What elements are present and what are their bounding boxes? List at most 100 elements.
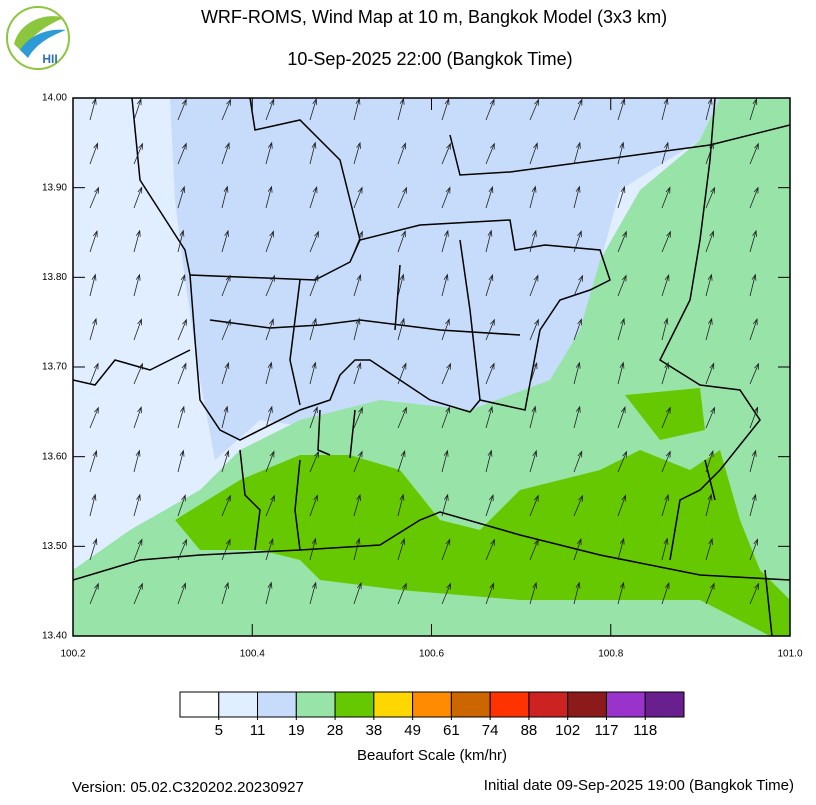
wind-arrow <box>617 185 626 209</box>
colorbar-swatch <box>334 691 375 718</box>
wind-arrow <box>89 449 98 473</box>
wind-arrow <box>177 318 187 341</box>
wind-arrow <box>441 186 451 209</box>
wind-arrow <box>89 406 99 429</box>
version: Version: 05.02.C320202.20230927 <box>72 779 304 796</box>
wind-arrow <box>529 185 537 209</box>
wind-arrow <box>617 361 625 385</box>
colorbar-swatch <box>567 691 607 718</box>
wind-arrow <box>397 273 405 297</box>
wind-arrow <box>485 142 495 165</box>
wind-arrow <box>573 274 584 297</box>
wind-arrow <box>441 229 449 253</box>
wind-arrow <box>221 538 231 561</box>
wind-arrow <box>617 537 625 561</box>
wind-arrow <box>265 581 273 605</box>
wind-arrow <box>89 230 98 253</box>
y-tick-label: 14.00 <box>42 93 67 104</box>
axes: 100.2 100.4 100.6 100.8 101.0 14.00 13.90 13.80… <box>42 93 803 660</box>
wind-arrow <box>265 98 275 121</box>
wind-arrow <box>221 581 229 605</box>
wind-arrow <box>749 538 758 561</box>
wind-arrow <box>441 273 449 297</box>
wind-arrow <box>485 494 494 517</box>
wind-arrow <box>485 185 494 209</box>
wind-arrow <box>617 98 626 121</box>
wind-arrow <box>573 450 583 473</box>
colorbar-swatch <box>179 691 220 718</box>
wind-arrow <box>309 141 317 165</box>
colorbar-swatch <box>489 691 530 718</box>
wind-arrow <box>573 581 581 605</box>
wind-arrow <box>485 318 495 341</box>
wind-arrow <box>617 406 626 429</box>
wind-arrow <box>353 406 363 429</box>
wind-arrow <box>133 362 144 385</box>
wind-arrow <box>309 317 317 341</box>
wind-arrow <box>397 230 406 253</box>
wind-arrow <box>309 494 318 517</box>
wind-arrow <box>353 450 363 473</box>
wind-arrow <box>485 273 494 297</box>
wind-arrow <box>177 185 186 209</box>
wind-arrow <box>485 405 493 429</box>
wind-arrow <box>397 317 405 341</box>
wind-arrow <box>397 493 405 517</box>
wind-arrow <box>265 274 276 297</box>
colorbar-label: 118 <box>633 722 657 739</box>
wind-arrow <box>441 318 450 341</box>
wind-arrow <box>573 361 581 385</box>
y-tick-label: 13.60 <box>42 451 67 462</box>
colorbar-label: 102 <box>555 722 580 739</box>
wind-arrow <box>617 317 625 341</box>
colorbar-label: 28 <box>327 722 344 739</box>
wind-arrow <box>661 230 671 253</box>
wind-arrow <box>749 186 759 209</box>
wind-arrow <box>89 273 97 297</box>
x-tick-label: 100.6 <box>419 649 444 660</box>
wind-arrow <box>353 361 362 385</box>
wind-arrow <box>353 493 361 517</box>
wind-arrow <box>617 450 628 473</box>
wind-arrow <box>397 449 406 473</box>
wind-arrow <box>485 538 496 561</box>
wind-arrow <box>309 450 320 473</box>
wind-arrow <box>133 318 142 341</box>
wind-arrow <box>705 493 713 517</box>
wind-arrow <box>353 186 363 209</box>
wind-arrow <box>177 229 185 253</box>
wind-arrow <box>529 405 537 429</box>
wind-arrow <box>529 142 538 165</box>
wind-arrow <box>221 142 230 165</box>
wind-arrow <box>749 318 758 341</box>
wind-arrow <box>133 229 141 253</box>
wind-arrow <box>441 449 449 473</box>
colorbar-label: 19 <box>288 722 305 739</box>
wind-arrow <box>529 361 538 385</box>
wind-arrow <box>441 538 451 561</box>
wind-arrow <box>133 449 141 473</box>
wind-arrow <box>749 229 757 253</box>
wind-arrow <box>221 318 231 341</box>
wind-arrow <box>133 493 141 517</box>
y-tick-label: 13.90 <box>42 182 67 193</box>
wind-arrow <box>705 362 715 385</box>
wind-arrow <box>573 185 581 209</box>
wind-arrow <box>617 230 627 253</box>
wind-arrow <box>749 582 760 605</box>
y-tick-label: 13.80 <box>42 272 67 283</box>
wind-arrow <box>177 494 186 517</box>
wind-arrow <box>661 186 671 209</box>
wind-arrow <box>265 537 274 561</box>
wind-arrow <box>661 450 671 473</box>
colorbar-label: 61 <box>443 722 460 739</box>
colorbar-label: 88 <box>521 722 538 739</box>
wind-arrow <box>309 274 319 297</box>
wind-arrow <box>661 361 670 385</box>
wind-arrow <box>441 362 452 385</box>
wind-arrow <box>705 582 715 605</box>
wind-arrow <box>89 317 97 341</box>
boundaries <box>73 98 790 636</box>
colorbar-swatch <box>644 691 685 718</box>
